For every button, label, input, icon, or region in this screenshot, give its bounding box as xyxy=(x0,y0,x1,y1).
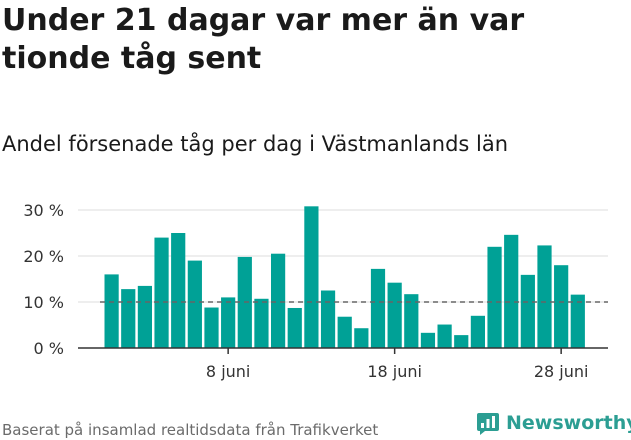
bar xyxy=(221,297,236,348)
chart-title: Under 21 dagar var mer än var tionde tåg… xyxy=(2,3,525,76)
y-tick-label: 30 % xyxy=(23,201,64,220)
y-tick-label: 0 % xyxy=(34,339,64,358)
bar xyxy=(104,274,119,348)
bar xyxy=(387,282,402,348)
bar xyxy=(171,233,186,348)
bar xyxy=(487,246,502,348)
x-tick-label: 18 juni xyxy=(367,362,422,381)
x-tick-label: 28 juni xyxy=(534,362,589,381)
y-axis-tick-labels: 0 % 10 % 20 % 30 % xyxy=(23,201,64,358)
bar xyxy=(420,332,436,348)
bar xyxy=(271,253,286,348)
bar xyxy=(121,289,136,348)
bar xyxy=(554,265,569,348)
bar xyxy=(470,315,485,348)
bar xyxy=(537,245,552,348)
bar xyxy=(370,268,386,348)
bar xyxy=(204,307,219,348)
newsworthy-logo-icon xyxy=(477,413,499,435)
y-tick-label: 10 % xyxy=(23,293,64,312)
bars xyxy=(104,206,585,348)
bar xyxy=(254,298,269,348)
bar xyxy=(570,294,585,348)
bar-chart: 0 % 10 % 20 % 30 % 8 juni 18 juni 28 juni xyxy=(23,201,608,381)
x-axis-tick-labels: 8 juni 18 juni 28 juni xyxy=(206,362,589,381)
bar xyxy=(454,335,469,348)
bar xyxy=(320,290,336,348)
bar xyxy=(504,234,519,348)
brand-logo: Newsworthy xyxy=(476,409,631,437)
source-note: Baserat på insamlad realtidsdata från Tr… xyxy=(2,421,379,439)
bar xyxy=(187,260,202,348)
bar xyxy=(354,328,369,348)
x-tick-label: 8 juni xyxy=(206,362,250,381)
chart-subtitle: Andel försenade tåg per dag i Västmanlan… xyxy=(2,132,509,156)
bar xyxy=(404,294,419,348)
bar xyxy=(304,206,319,348)
bar xyxy=(520,274,535,348)
y-tick-label: 20 % xyxy=(23,247,64,266)
brand-name: Newsworthy xyxy=(506,412,631,434)
bar xyxy=(137,285,152,348)
x-axis xyxy=(78,347,608,354)
bar xyxy=(287,307,302,348)
bar xyxy=(337,316,352,348)
bar xyxy=(154,237,169,348)
bar xyxy=(437,324,452,348)
